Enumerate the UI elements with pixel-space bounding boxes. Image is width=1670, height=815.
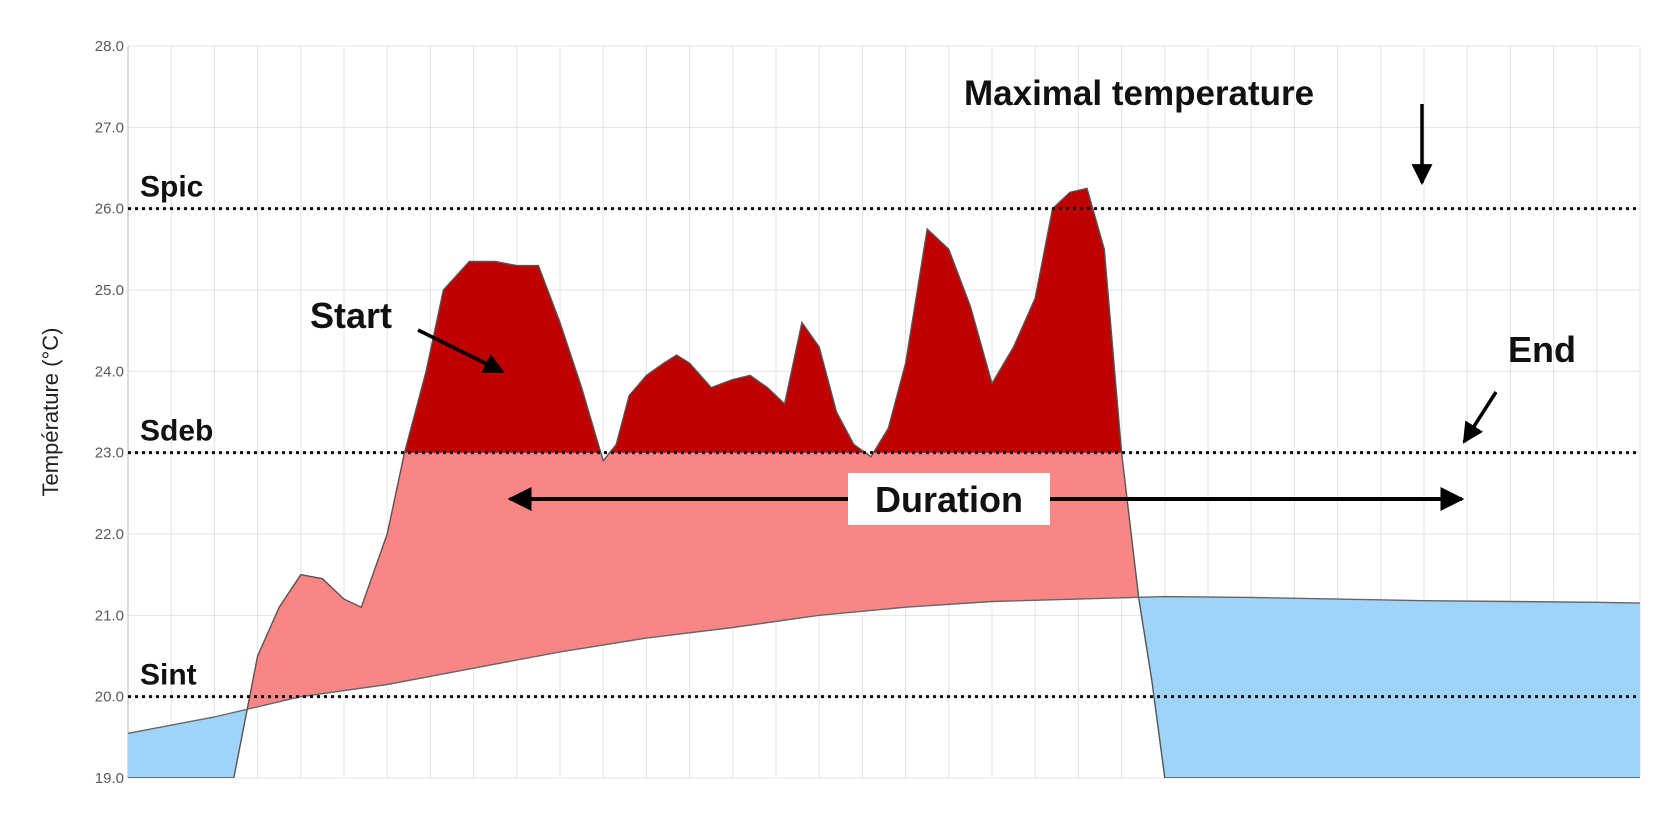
duration-label: Duration <box>875 479 1023 520</box>
y-tick-label: 27.0 <box>95 119 124 136</box>
end-label: End <box>1508 329 1576 370</box>
threshold-lines: Spic Sdeb Sint <box>128 171 1640 699</box>
threshold-label-spic: Spic <box>140 171 203 204</box>
max-temperature-label: Maximal temperature <box>964 74 1314 113</box>
y-axis-title: Température (°C) <box>38 328 63 497</box>
y-tick-label: 23.0 <box>95 445 124 462</box>
threshold-label-sdeb: Sdeb <box>140 415 213 448</box>
duration-label-box <box>848 473 1050 525</box>
y-tick-label: 19.0 <box>95 770 124 787</box>
above-sdeb-area <box>128 188 1640 453</box>
start-label: Start <box>310 295 392 336</box>
y-tick-label: 20.0 <box>95 689 124 706</box>
y-tick-label: 21.0 <box>95 607 124 624</box>
start-arrow <box>417 328 505 374</box>
y-tick-label: 26.0 <box>95 201 124 218</box>
end-arrow <box>1462 391 1498 444</box>
y-tick-label: 24.0 <box>95 363 124 380</box>
y-axis: 19.0 20.0 21.0 22.0 23.0 24.0 25.0 26.0 27.0 28.0 <box>95 38 124 787</box>
y-tick-label: 22.0 <box>95 526 124 543</box>
y-tick-label: 25.0 <box>95 282 124 299</box>
y-tick-label: 28.0 <box>95 38 124 55</box>
interior-reference-line <box>128 595 1640 734</box>
threshold-label-sint: Sint <box>140 659 197 692</box>
below-reference-area <box>128 596 1640 778</box>
temperature-line <box>128 187 1640 778</box>
annotations: Start End Maximal temperature Duration <box>310 74 1576 525</box>
above-reference-area <box>128 452 1640 734</box>
